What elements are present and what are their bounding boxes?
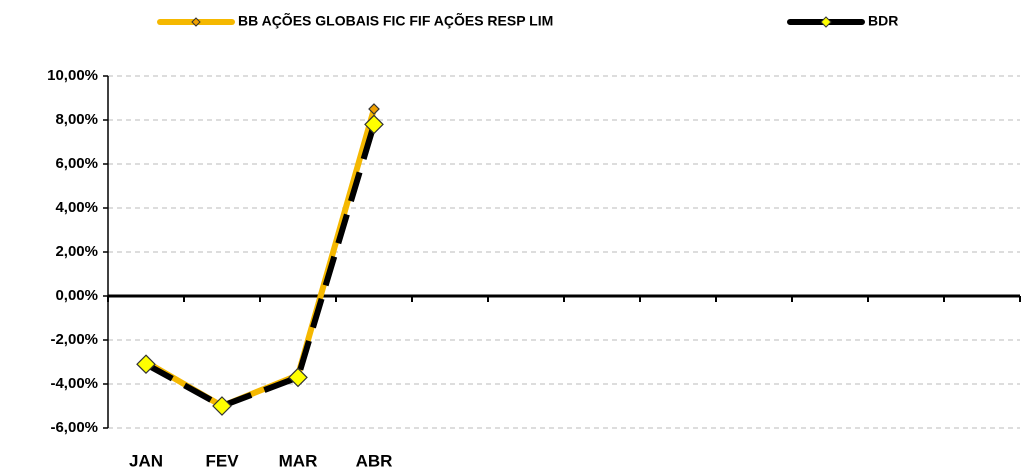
y-tick-label: 8,00% bbox=[55, 111, 98, 128]
legend-label: BB AÇÕES GLOBAIS FIC FIF AÇÕES RESP LIM bbox=[238, 12, 553, 29]
series-line bbox=[144, 123, 377, 409]
y-tick-label: -6,00% bbox=[50, 419, 98, 436]
x-tick-label: MAR bbox=[279, 451, 318, 470]
legend-label: BDR bbox=[868, 13, 898, 29]
marker bbox=[136, 354, 156, 375]
legend-marker bbox=[191, 17, 201, 27]
series-line bbox=[144, 108, 377, 409]
x-tick-label: ABR bbox=[356, 451, 393, 470]
marker bbox=[212, 396, 232, 416]
y-tick-label: 2,00% bbox=[55, 243, 98, 260]
x-tick-label: JAN bbox=[129, 451, 163, 470]
y-tick-label: -4,00% bbox=[50, 375, 98, 392]
legend-marker bbox=[820, 16, 832, 28]
marker bbox=[364, 114, 384, 135]
y-tick-label: 6,00% bbox=[55, 155, 98, 172]
y-tick-label: 4,00% bbox=[55, 199, 98, 216]
y-tick-label: 0,00% bbox=[55, 287, 98, 304]
y-tick-label: -2,00% bbox=[50, 331, 98, 348]
x-tick-label: FEV bbox=[205, 451, 239, 470]
marker bbox=[288, 367, 308, 388]
marker bbox=[368, 103, 380, 115]
y-tick-label: 10,00% bbox=[47, 67, 98, 84]
